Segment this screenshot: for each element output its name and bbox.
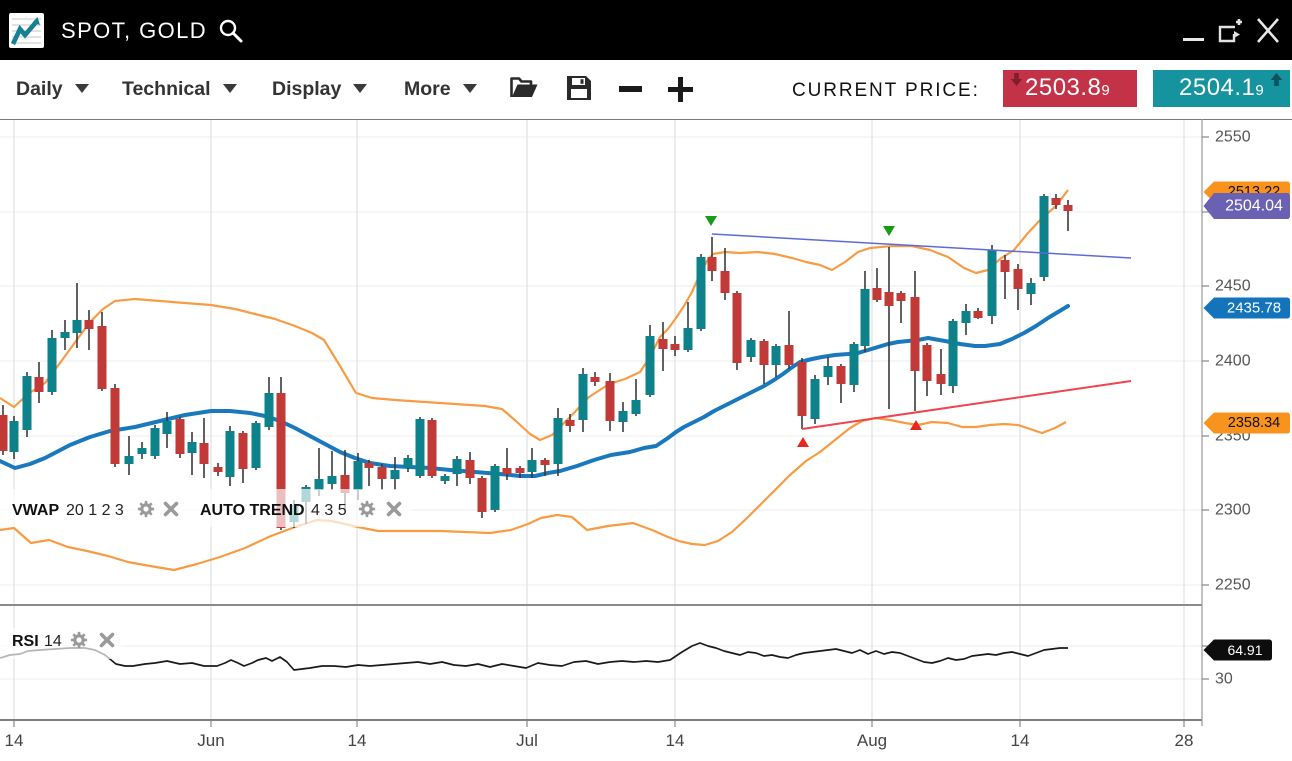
svg-text:14: 14 [5,731,24,750]
svg-text:2250: 2250 [1215,577,1251,594]
svg-text:2400: 2400 [1215,353,1251,370]
svg-text:14: 14 [666,731,685,750]
svg-text:Aug: Aug [857,731,887,750]
svg-text:2358.34: 2358.34 [1228,415,1280,431]
svg-text:20 1 2 3: 20 1 2 3 [66,502,124,519]
svg-text:14: 14 [348,731,367,750]
svg-text:64.91: 64.91 [1227,642,1262,658]
svg-text:2300: 2300 [1215,502,1251,519]
svg-text:VWAP: VWAP [12,502,59,519]
svg-text:28: 28 [1175,731,1194,750]
svg-text:RSI: RSI [12,633,39,650]
svg-text:30: 30 [1215,671,1233,688]
svg-text:14: 14 [44,633,62,650]
svg-text:14: 14 [1011,731,1030,750]
svg-text:2435.78: 2435.78 [1227,300,1281,317]
svg-text:AUTO TREND: AUTO TREND [200,502,305,519]
svg-text:Jul: Jul [516,731,538,750]
svg-text:2550: 2550 [1215,129,1251,146]
svg-text:2504.04: 2504.04 [1225,198,1283,215]
svg-text:2450: 2450 [1215,278,1251,295]
svg-text:Jun: Jun [197,731,224,750]
svg-text:4 3 5: 4 3 5 [311,502,347,519]
